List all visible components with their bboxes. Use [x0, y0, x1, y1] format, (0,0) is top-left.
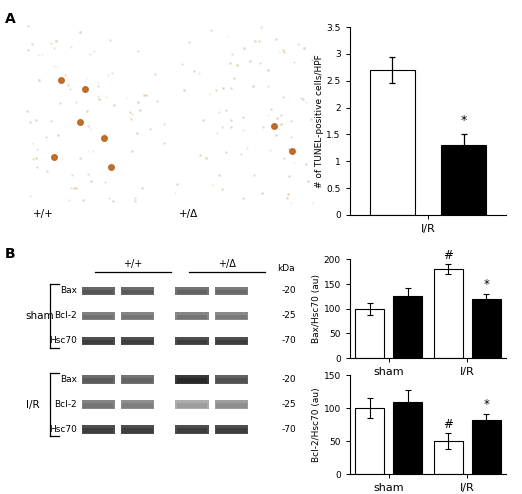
Bar [175, 336, 209, 345]
Text: I/R: I/R [26, 400, 39, 410]
Bar [394, 402, 422, 474]
Bar [177, 404, 207, 408]
Bar [394, 296, 422, 358]
Bar [123, 378, 153, 383]
Bar [83, 428, 113, 433]
Text: +/Δ: +/Δ [218, 259, 236, 269]
Y-axis label: Bax/Hsc70 (au): Bax/Hsc70 (au) [312, 274, 321, 343]
Bar [121, 375, 154, 384]
Bar [434, 441, 462, 474]
Bar [123, 404, 153, 408]
Text: A: A [5, 12, 16, 26]
Bar [215, 336, 248, 345]
Text: *: * [460, 115, 467, 127]
Bar [355, 409, 384, 474]
Text: Bcl-2: Bcl-2 [54, 311, 77, 321]
Bar [216, 315, 246, 319]
Bar [472, 299, 501, 358]
Bar [83, 340, 113, 344]
Text: -25: -25 [281, 400, 296, 409]
Bar [441, 145, 487, 215]
Bar [123, 340, 153, 344]
Bar [175, 287, 209, 295]
Bar [215, 375, 248, 384]
Y-axis label: # of TUNEL-positive cells/HPF: # of TUNEL-positive cells/HPF [315, 54, 324, 188]
Bar [83, 290, 113, 294]
Bar [121, 336, 154, 345]
Bar [177, 315, 207, 319]
Bar [216, 378, 246, 383]
Bar [83, 378, 113, 383]
Bar [177, 428, 207, 433]
Bar [83, 404, 113, 408]
Text: -25: -25 [281, 311, 296, 321]
Text: +/+: +/+ [33, 209, 54, 219]
Bar [472, 420, 501, 474]
Bar [177, 378, 207, 383]
Text: B: B [5, 247, 16, 261]
Text: #: # [443, 249, 453, 262]
Text: Bax: Bax [60, 287, 77, 295]
Bar [215, 287, 248, 295]
Text: -20: -20 [281, 287, 296, 295]
Text: *: * [483, 398, 489, 411]
Bar [81, 375, 115, 384]
Bar [216, 428, 246, 433]
Bar [216, 290, 246, 294]
Text: +/+: +/+ [123, 259, 143, 269]
Bar [121, 312, 154, 320]
Bar [81, 312, 115, 320]
Bar [215, 312, 248, 320]
Text: kDa: kDa [277, 264, 294, 273]
Text: Bax: Bax [60, 375, 77, 384]
Text: #: # [443, 418, 453, 431]
Bar [177, 290, 207, 294]
Bar [123, 428, 153, 433]
Bar [123, 290, 153, 294]
Text: sham: sham [26, 311, 54, 321]
Bar [216, 340, 246, 344]
Text: Hsc70: Hsc70 [49, 336, 77, 345]
Bar [121, 287, 154, 295]
Bar [175, 400, 209, 409]
Bar [215, 425, 248, 434]
Bar [355, 309, 384, 358]
Text: Hsc70: Hsc70 [49, 425, 77, 434]
Bar [81, 287, 115, 295]
Bar [175, 375, 209, 384]
Bar [121, 400, 154, 409]
Bar [81, 336, 115, 345]
Text: -70: -70 [281, 425, 296, 434]
Bar [177, 340, 207, 344]
Bar [175, 425, 209, 434]
Text: -70: -70 [281, 336, 296, 345]
Text: Bcl-2: Bcl-2 [54, 400, 77, 409]
Bar [83, 315, 113, 319]
Bar [216, 404, 246, 408]
Bar [81, 425, 115, 434]
Bar [121, 425, 154, 434]
Bar [175, 312, 209, 320]
Bar [434, 269, 462, 358]
Y-axis label: Bcl-2/Hsc70 (au): Bcl-2/Hsc70 (au) [312, 387, 321, 462]
Text: -20: -20 [281, 375, 296, 384]
Bar [215, 400, 248, 409]
Text: *: * [483, 279, 489, 291]
Bar [123, 315, 153, 319]
Bar [370, 70, 415, 215]
Bar [81, 400, 115, 409]
Text: +/Δ: +/Δ [180, 209, 198, 219]
